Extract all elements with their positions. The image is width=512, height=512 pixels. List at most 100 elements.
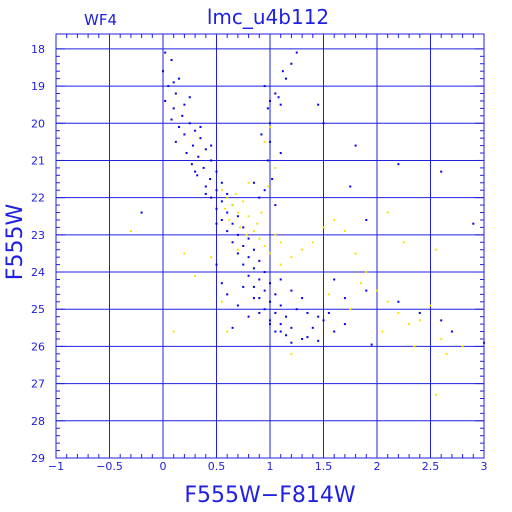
data-point bbox=[285, 334, 288, 337]
y-tick-labels: 18 19 20 21 22 23 24 25 26 27 28 29 bbox=[31, 43, 45, 465]
data-point bbox=[231, 241, 234, 244]
data-point bbox=[263, 85, 266, 88]
data-point bbox=[343, 323, 346, 326]
data-point bbox=[140, 211, 143, 214]
data-point bbox=[322, 319, 325, 322]
data-point bbox=[359, 282, 362, 285]
data-point bbox=[226, 293, 229, 296]
data-point bbox=[279, 103, 282, 106]
plot-frame bbox=[55, 33, 485, 459]
data-point bbox=[263, 140, 266, 143]
data-point bbox=[204, 192, 207, 195]
data-point bbox=[234, 192, 237, 195]
data-point bbox=[263, 189, 266, 192]
data-point bbox=[266, 159, 269, 162]
data-point bbox=[204, 185, 207, 188]
data-point bbox=[226, 230, 229, 233]
data-point bbox=[279, 304, 282, 307]
data-point bbox=[162, 70, 164, 73]
data-point bbox=[263, 271, 266, 274]
data-point bbox=[333, 330, 336, 333]
data-point bbox=[215, 189, 218, 192]
data-point bbox=[258, 237, 261, 240]
data-point bbox=[190, 163, 193, 166]
data-point bbox=[365, 289, 368, 292]
data-point bbox=[194, 170, 197, 173]
data-point bbox=[236, 248, 239, 251]
data-point bbox=[210, 196, 213, 199]
data-point bbox=[440, 337, 443, 340]
data-point bbox=[381, 330, 384, 333]
data-point bbox=[183, 103, 186, 106]
data-point bbox=[263, 245, 266, 247]
y-axis-label: F555W bbox=[3, 204, 28, 281]
data-point bbox=[440, 319, 443, 322]
data-point bbox=[434, 393, 437, 396]
data-point bbox=[220, 200, 223, 203]
data-point bbox=[461, 345, 464, 348]
data-point bbox=[386, 211, 389, 214]
x-tick-label: 0 bbox=[160, 460, 167, 473]
y-tick-label: 21 bbox=[31, 154, 45, 167]
data-point bbox=[226, 192, 229, 195]
data-point bbox=[397, 300, 400, 303]
data-point bbox=[220, 218, 223, 221]
data-point bbox=[220, 300, 223, 303]
data-point bbox=[269, 140, 271, 143]
data-point bbox=[301, 248, 304, 251]
data-point bbox=[266, 185, 269, 188]
data-point bbox=[164, 51, 167, 54]
data-point bbox=[274, 330, 277, 333]
data-point bbox=[236, 304, 239, 307]
y-tick-label: 20 bbox=[31, 117, 45, 130]
data-point bbox=[317, 103, 320, 106]
data-point bbox=[247, 181, 250, 184]
data-point bbox=[256, 222, 259, 225]
data-point bbox=[204, 148, 207, 151]
data-point bbox=[322, 226, 325, 229]
data-point bbox=[274, 311, 277, 314]
data-point bbox=[269, 282, 271, 285]
data-point bbox=[472, 222, 475, 225]
data-point bbox=[226, 211, 229, 214]
data-point bbox=[252, 181, 255, 184]
data-point bbox=[245, 233, 248, 236]
data-point bbox=[402, 241, 405, 244]
data-point bbox=[260, 211, 263, 214]
data-point bbox=[231, 326, 234, 329]
data-point bbox=[274, 233, 277, 236]
data-point bbox=[252, 230, 255, 233]
data-point bbox=[236, 215, 239, 218]
x-tick-label: 1.5 bbox=[315, 460, 333, 473]
data-point bbox=[172, 107, 175, 110]
data-point bbox=[202, 166, 205, 169]
data-point bbox=[306, 336, 309, 339]
chip-label: WF4 bbox=[84, 11, 117, 29]
data-point bbox=[170, 118, 173, 121]
data-point bbox=[247, 215, 250, 218]
grid bbox=[56, 34, 484, 458]
data-point bbox=[295, 308, 298, 311]
data-point bbox=[188, 122, 191, 125]
data-point bbox=[210, 159, 213, 162]
data-point bbox=[258, 196, 261, 199]
data-point bbox=[269, 300, 271, 303]
data-point bbox=[220, 181, 223, 184]
data-point bbox=[209, 178, 212, 181]
data-point bbox=[183, 133, 186, 136]
data-point bbox=[258, 259, 261, 262]
data-point bbox=[311, 241, 314, 244]
data-point bbox=[269, 99, 271, 102]
data-point bbox=[279, 263, 282, 266]
data-point bbox=[274, 293, 277, 296]
data-point bbox=[327, 311, 330, 314]
data-point bbox=[290, 256, 293, 259]
data-point bbox=[365, 271, 368, 274]
data-point bbox=[167, 85, 170, 88]
data-point bbox=[269, 323, 271, 326]
data-point bbox=[306, 311, 309, 314]
data-point bbox=[279, 278, 282, 281]
data-point bbox=[277, 96, 280, 99]
data-point bbox=[354, 144, 357, 147]
